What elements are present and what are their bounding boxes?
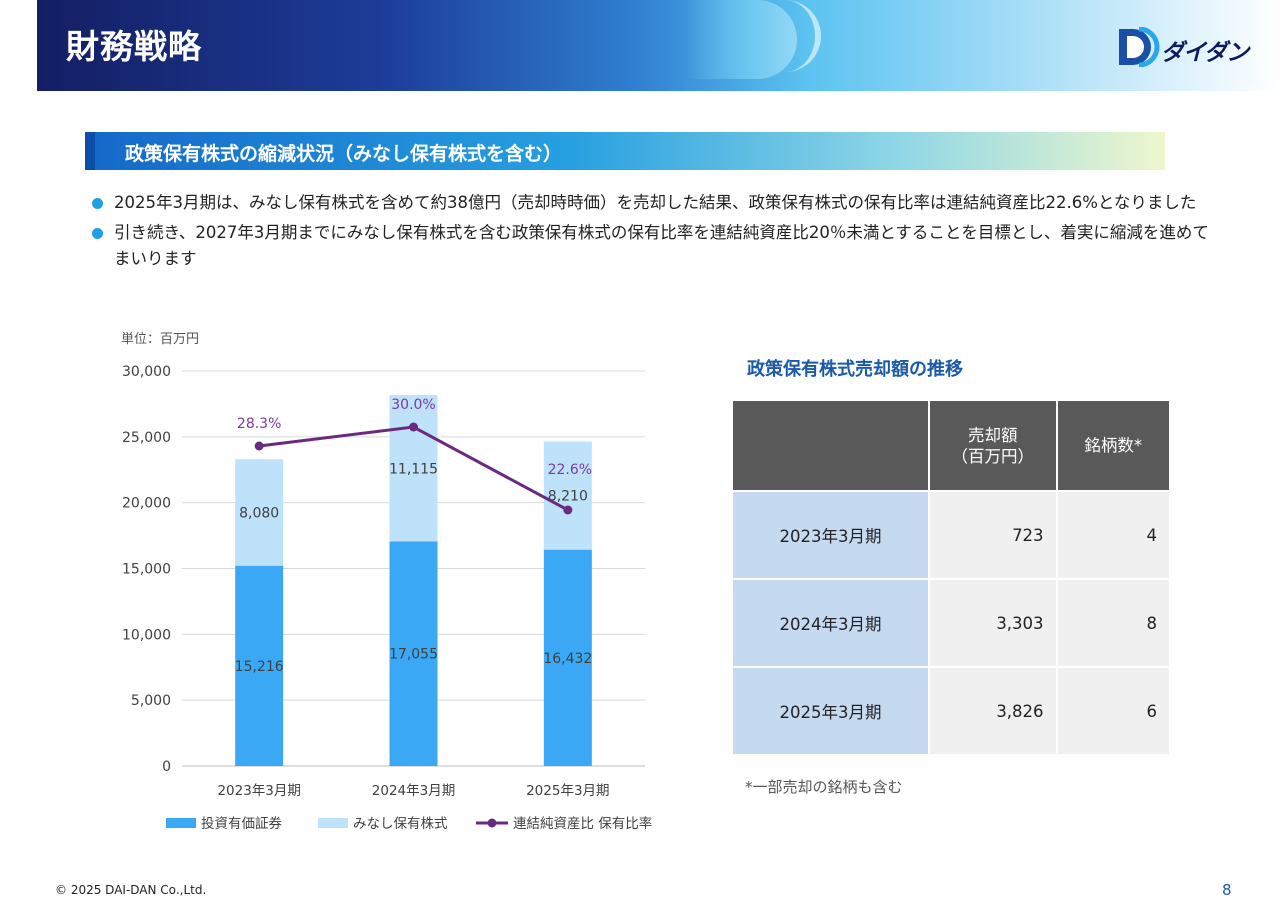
- logo-text: ダイダン: [1161, 40, 1249, 66]
- chart-y-tick-label: 25,000: [122, 430, 171, 446]
- company-logo: ダイダン: [1117, 27, 1257, 67]
- sales-table: 売却額 （百万円） 銘柄数* 2023年3月期 723 4 2024年3月期 3…: [731, 399, 1172, 756]
- chart-bar-deemed: [235, 459, 284, 566]
- chart-data-label: 16,432: [543, 651, 592, 667]
- copyright: © 2025 DAI-DAN Co.,Ltd.: [55, 883, 207, 897]
- bullet-item: 引き続き、2027年3月期までにみなし保有株式を含む政策保有株式の保有比率を連結…: [92, 220, 1212, 272]
- legend-label: 投資有価証券: [201, 816, 282, 832]
- chart-x-tick-label: 2024年3月期: [372, 783, 455, 799]
- chart-unit-label: 単位：百万円: [121, 331, 199, 347]
- chart-ratio-point: [563, 505, 573, 515]
- legend-swatch-securities: [166, 818, 196, 828]
- bullet-text: 引き続き、2027年3月期までにみなし保有株式を含む政策保有株式の保有比率を連結…: [114, 223, 1209, 268]
- chart-ratio-label: 30.0%: [391, 397, 435, 413]
- table-cell-amount: 3,303: [928, 578, 1058, 668]
- table-header-count: 銘柄数*: [1055, 399, 1172, 492]
- bullet-text: 2025年3月期は、みなし保有株式を含めて約38億円（売却時時価）を売却した結果…: [114, 193, 1197, 212]
- chart-y-tick-label: 20,000: [122, 496, 171, 512]
- chart-data-label: 8,210: [548, 489, 588, 505]
- bullet-dot-icon: [92, 228, 103, 239]
- table-header-amount: 売却額 （百万円）: [928, 399, 1058, 492]
- section-title: 政策保有株式の縮減状況（みなし保有株式を含む）: [125, 143, 563, 165]
- chart-bar-deemed: [543, 441, 592, 550]
- table-cell-count: 8: [1055, 578, 1172, 668]
- chart-ratio-label: 28.3%: [237, 416, 281, 432]
- chart-y-tick-label: 10,000: [122, 627, 171, 643]
- table-cell-period: 2025年3月期: [731, 666, 930, 756]
- bullet-dot-icon: [92, 198, 103, 209]
- logo-d-icon: [1119, 27, 1160, 67]
- page-number: 8: [1222, 881, 1232, 899]
- chart-y-tick-label: 0: [162, 759, 171, 775]
- chart-y-tick-label: 5,000: [131, 693, 171, 709]
- bullet-item: 2025年3月期は、みなし保有株式を含めて約38億円（売却時時価）を売却した結果…: [92, 190, 1212, 216]
- chart-bar-securities: [235, 565, 284, 766]
- chart-ratio-point: [409, 422, 418, 432]
- table-row: 2023年3月期 723 4: [731, 490, 1172, 580]
- section-heading-bar: 政策保有株式の縮減状況（みなし保有株式を含む）: [85, 132, 1165, 170]
- chart-x-tick-label: 2025年3月期: [526, 783, 609, 799]
- chart-data-label: 17,055: [389, 647, 438, 663]
- chart-x-tick-label: 2023年3月期: [217, 783, 300, 799]
- legend-label: 連結純資産比 保有比率: [513, 815, 652, 832]
- legend-label: みなし保有株式: [353, 816, 448, 832]
- holdings-chart: 単位：百万円 0 5,000 10,000 15,000 20,000 25,000 30,0…: [121, 331, 652, 832]
- chart-ratio-label: 22.6%: [548, 462, 592, 478]
- bullet-list: 2025年3月期は、みなし保有株式を含めて約38億円（売却時時価）を売却した結果…: [92, 190, 1212, 276]
- table-title: 政策保有株式売却額の推移: [747, 359, 963, 380]
- table-cell-amount: 3,826: [928, 666, 1058, 756]
- table-cell-period: 2023年3月期: [731, 490, 930, 580]
- chart-bar-securities: [389, 541, 438, 766]
- table-row: 2025年3月期 3,826 6: [731, 666, 1172, 756]
- table-footnote: *一部売却の銘柄も含む: [745, 778, 903, 796]
- table-cell-amount: 723: [928, 490, 1058, 580]
- table-cell-count: 4: [1055, 490, 1172, 580]
- chart-y-tick-label: 15,000: [122, 562, 171, 578]
- legend-swatch-deemed: [318, 818, 348, 828]
- legend-swatch-ratio-dot: [487, 818, 497, 828]
- header-decor-arc: [757, 0, 821, 72]
- chart-ratio-point: [254, 441, 264, 451]
- header-banner: 財務戦略 ダイダン: [37, 0, 1280, 91]
- page-title: 財務戦略: [66, 27, 202, 66]
- table-cell-count: 6: [1055, 666, 1172, 756]
- chart-bar-securities: [543, 549, 592, 766]
- table-row: 2024年3月期 3,303 8: [731, 578, 1172, 668]
- table-header-blank: [731, 399, 930, 492]
- chart-data-label: 15,216: [235, 659, 284, 675]
- chart-y-tick-label: 30,000: [122, 364, 171, 380]
- chart-data-label: 11,115: [389, 461, 438, 477]
- table-cell-period: 2024年3月期: [731, 578, 930, 668]
- chart-bar-deemed: [389, 395, 438, 542]
- chart-data-label: 8,080: [239, 505, 279, 521]
- table-header-row: 売却額 （百万円） 銘柄数*: [731, 399, 1172, 492]
